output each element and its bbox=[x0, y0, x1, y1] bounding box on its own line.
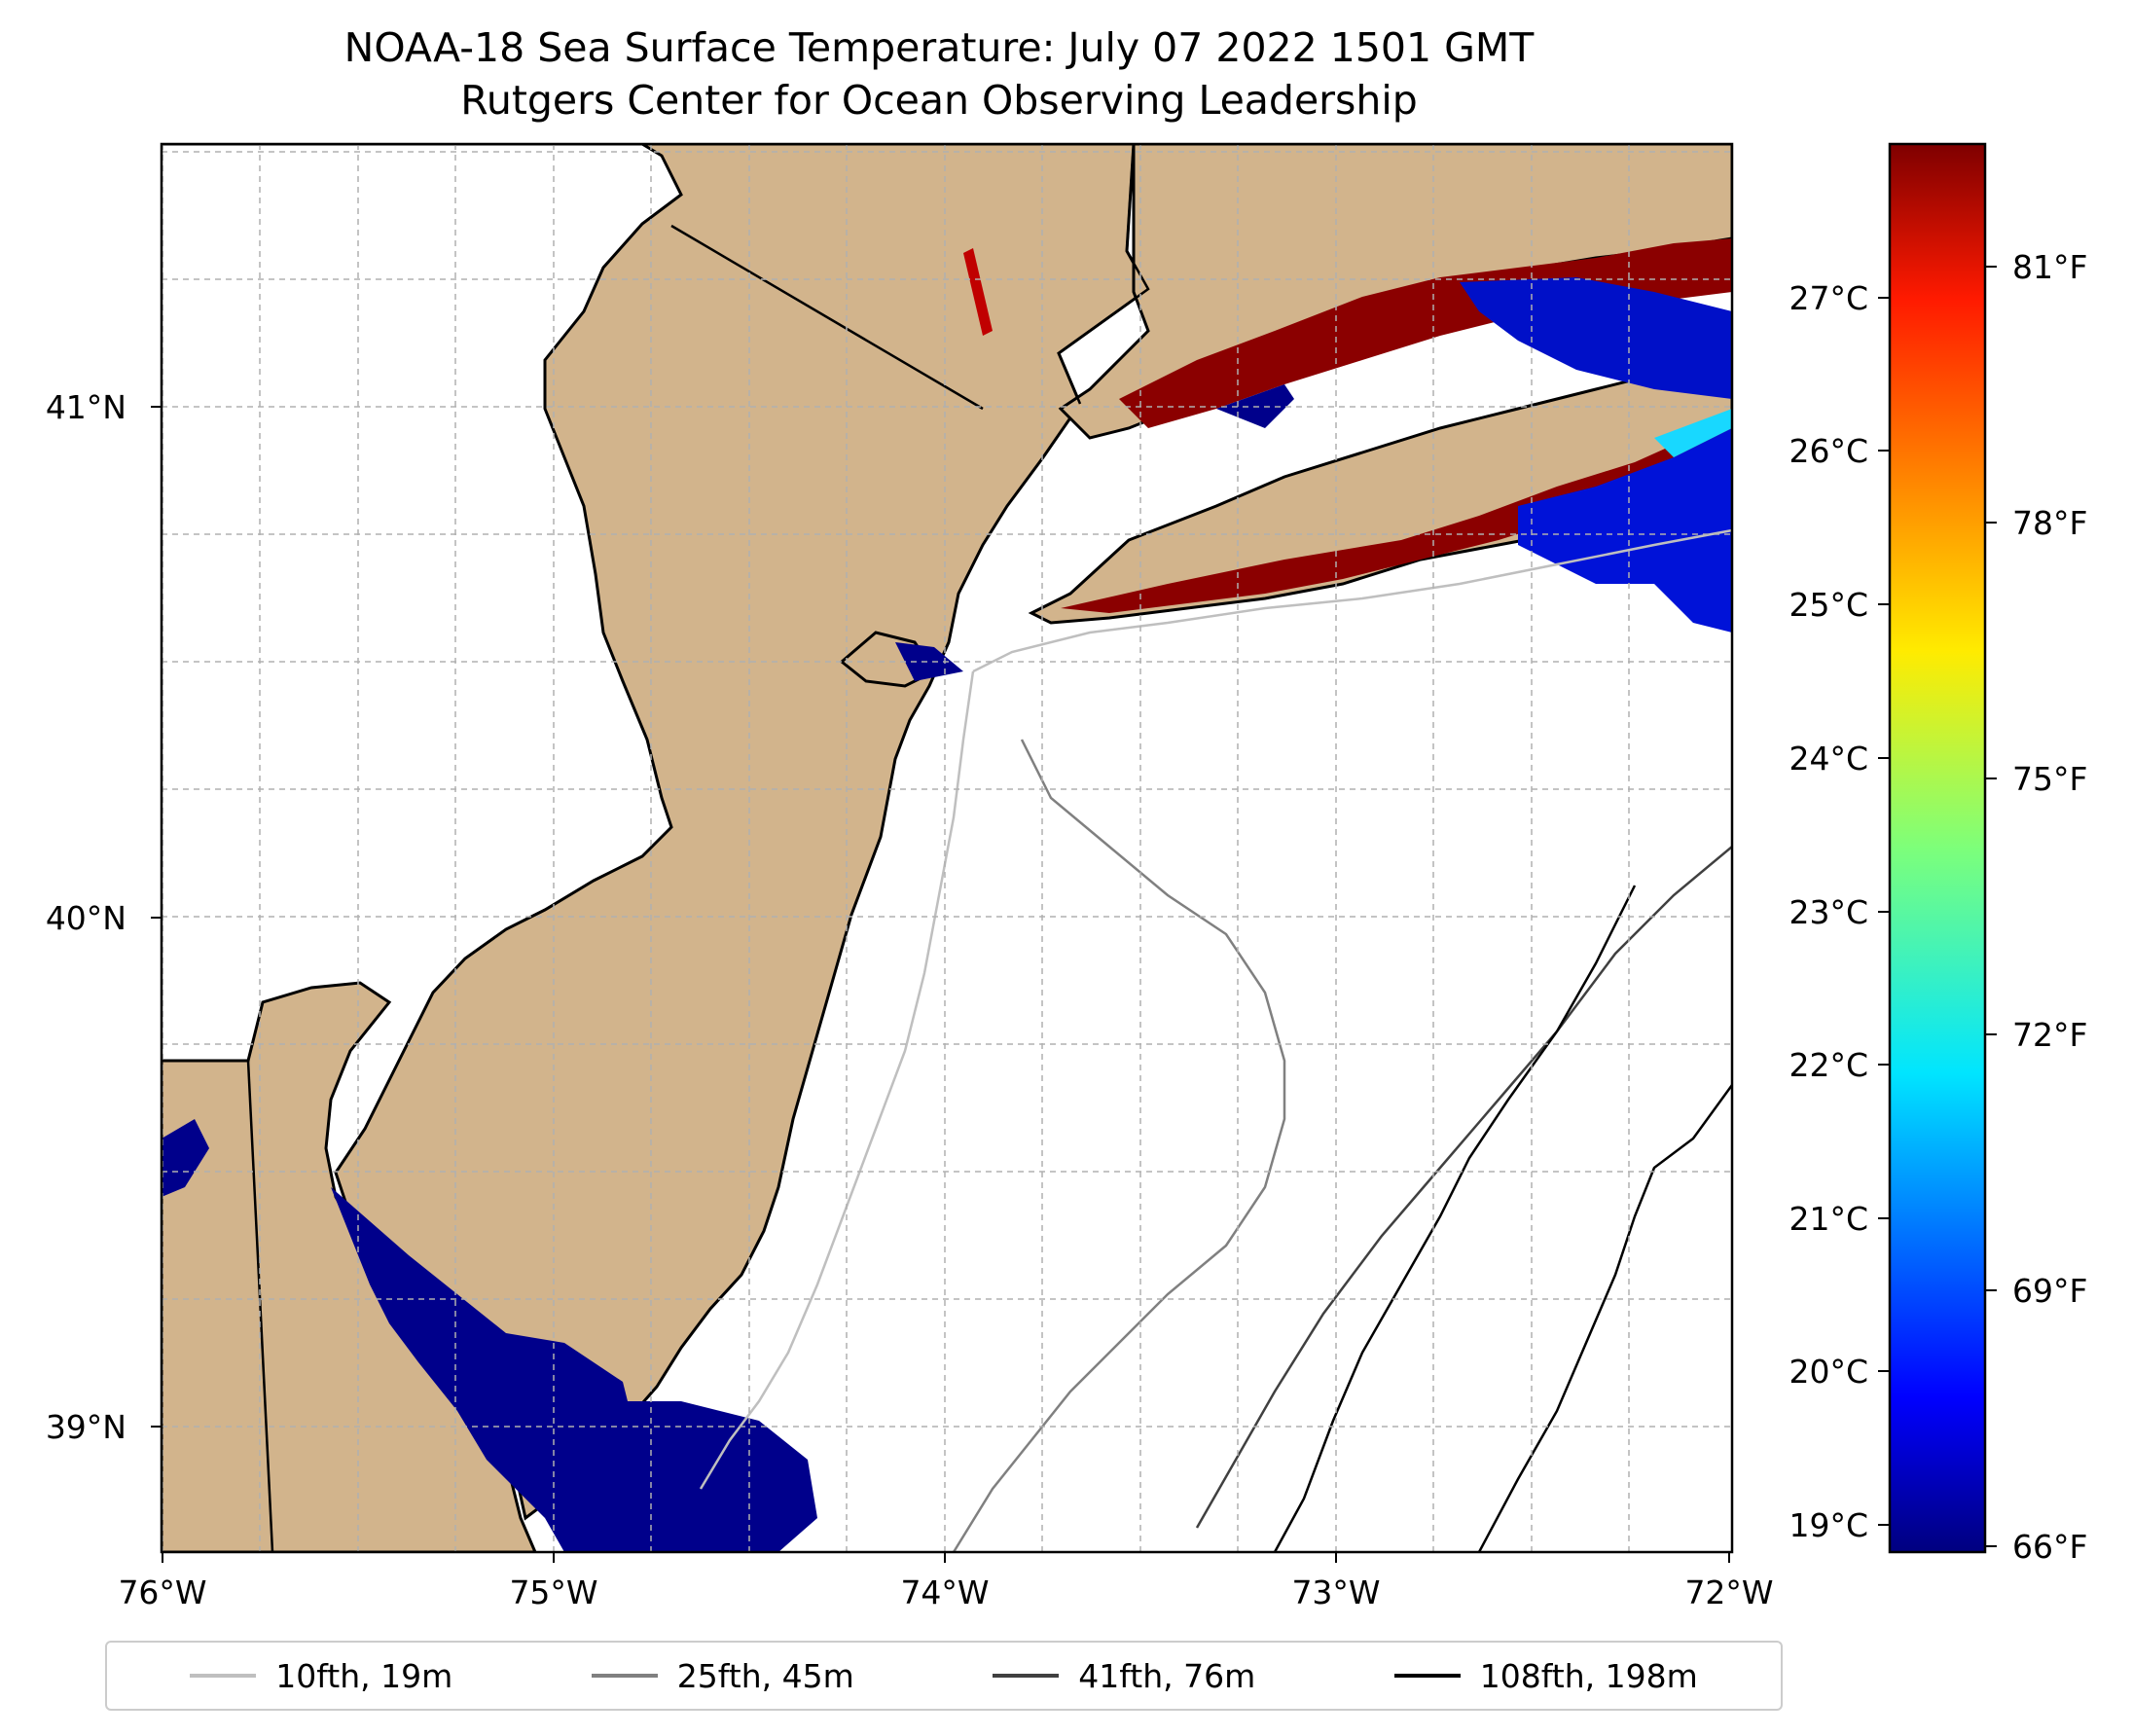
sst-delaware-bay bbox=[331, 1187, 632, 1518]
lon-label-76: 76°W bbox=[118, 1573, 206, 1611]
colorbar-c-label: 23°C bbox=[1789, 893, 1868, 931]
isobath-198m bbox=[1273, 885, 1732, 1552]
axis-ticks bbox=[151, 406, 1730, 1563]
legend-swatch bbox=[1393, 1674, 1461, 1678]
lat-label-40: 40°N bbox=[46, 899, 126, 937]
legend-item-25fth: 25fth, 45m bbox=[591, 1656, 854, 1695]
chart-subtitle: Rutgers Center for Ocean Observing Leade… bbox=[460, 77, 1418, 124]
lat-label-41: 41°N bbox=[46, 388, 126, 426]
sst-offshore-cold bbox=[1518, 428, 1732, 633]
colorbar-c-label: 26°C bbox=[1789, 432, 1868, 470]
colorbar-f-label: 81°F bbox=[2012, 248, 2087, 286]
legend-label: 10fth, 19m bbox=[275, 1656, 453, 1695]
lon-label-73: 73°W bbox=[1291, 1573, 1380, 1611]
legend-label: 25fth, 45m bbox=[676, 1656, 854, 1695]
colorbar-c-label: 21°C bbox=[1789, 1200, 1868, 1238]
colorbar-f-label: 72°F bbox=[2012, 1016, 2087, 1054]
legend-label: 108fth, 198m bbox=[1479, 1656, 1698, 1695]
legend-swatch bbox=[591, 1674, 658, 1678]
colorbar bbox=[1888, 142, 1987, 1554]
colorbar-c-label: 22°C bbox=[1789, 1046, 1868, 1084]
state-border-de-md bbox=[246, 1060, 274, 1552]
isobaths bbox=[699, 528, 1732, 1552]
sst-cyan-edge bbox=[1654, 409, 1732, 457]
colorbar-c-label: 20°C bbox=[1789, 1353, 1868, 1391]
legend-item-41fth: 41fth, 76m bbox=[993, 1657, 1255, 1695]
state-border-ny-nj bbox=[670, 224, 984, 411]
lon-label-75: 75°W bbox=[509, 1573, 597, 1611]
colorbar-c-label: 19°C bbox=[1789, 1506, 1868, 1544]
legend-swatch bbox=[993, 1674, 1060, 1678]
legend-item-108fth: 108fth, 198m bbox=[1393, 1656, 1698, 1695]
sst-patches bbox=[162, 238, 1732, 1552]
colorbar-c-label: 25°C bbox=[1789, 586, 1868, 624]
sst-southshore-warm bbox=[1061, 418, 1732, 613]
land-long-island bbox=[1028, 348, 1732, 625]
lon-label-74: 74°W bbox=[900, 1573, 989, 1611]
colorbar-ticks bbox=[1878, 266, 1997, 1547]
colorbar-f-label: 75°F bbox=[2012, 760, 2087, 798]
map-area bbox=[162, 144, 1732, 1552]
colorbar-c-label: 24°C bbox=[1789, 740, 1868, 778]
legend-item-10fth: 10fth, 19m bbox=[190, 1657, 452, 1695]
legend-label: 41fth, 76m bbox=[1078, 1656, 1256, 1695]
isobath-45m bbox=[952, 739, 1286, 1552]
sst-raritan bbox=[895, 642, 963, 681]
isobath-76m bbox=[1195, 846, 1732, 1529]
sst-sound-cold-east bbox=[1460, 277, 1732, 399]
legend-swatch bbox=[190, 1674, 257, 1678]
state-border-ct-ny bbox=[1057, 144, 1150, 405]
colorbar-f-label: 69°F bbox=[2012, 1272, 2087, 1310]
colorbar-c-label: 27°C bbox=[1789, 279, 1868, 317]
sst-hudson bbox=[963, 248, 993, 336]
isobath-legend: 10fth, 19m 25fth, 45m 41fth, 76m 108fth,… bbox=[105, 1641, 1783, 1711]
colorbar-f-label: 66°F bbox=[2012, 1528, 2087, 1566]
isobath-19m bbox=[699, 528, 1732, 1490]
lon-label-72: 72°W bbox=[1684, 1573, 1773, 1611]
map-frame bbox=[160, 142, 1734, 1554]
chart-title: NOAA-18 Sea Surface Temperature: July 07… bbox=[343, 24, 1535, 71]
sst-chesapeake bbox=[162, 1119, 209, 1197]
colorbar-f-label: 78°F bbox=[2012, 504, 2087, 542]
lat-label-39: 39°N bbox=[46, 1408, 126, 1446]
gridlines bbox=[162, 144, 1732, 1552]
